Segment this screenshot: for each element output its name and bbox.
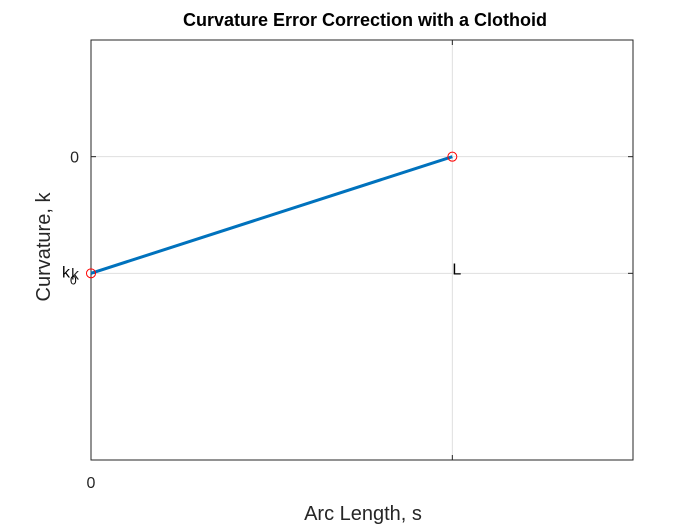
y-tick-label: 0 [70,150,79,167]
annotation-k0: k0 [62,264,77,287]
plot-area-border [90,39,634,461]
data-point-marker [86,268,96,279]
annotations-group: k0 L [62,261,461,287]
annotation-k0-main: k [62,264,71,281]
x-axis-label: Arc Length, s [304,503,422,525]
markers-group [86,151,458,279]
y-axis-label: Curvature, k [33,192,55,302]
data-point-marker [447,151,458,162]
annotation-L: L [452,261,461,278]
y-tick-label: k [71,266,80,283]
series-group [90,155,453,275]
x-tick-label: 0 [87,475,96,492]
chart-title: Curvature Error Correction with a Clotho… [183,10,547,30]
series-line [90,155,453,275]
annotation-k0-subscript: 0 [70,273,77,287]
